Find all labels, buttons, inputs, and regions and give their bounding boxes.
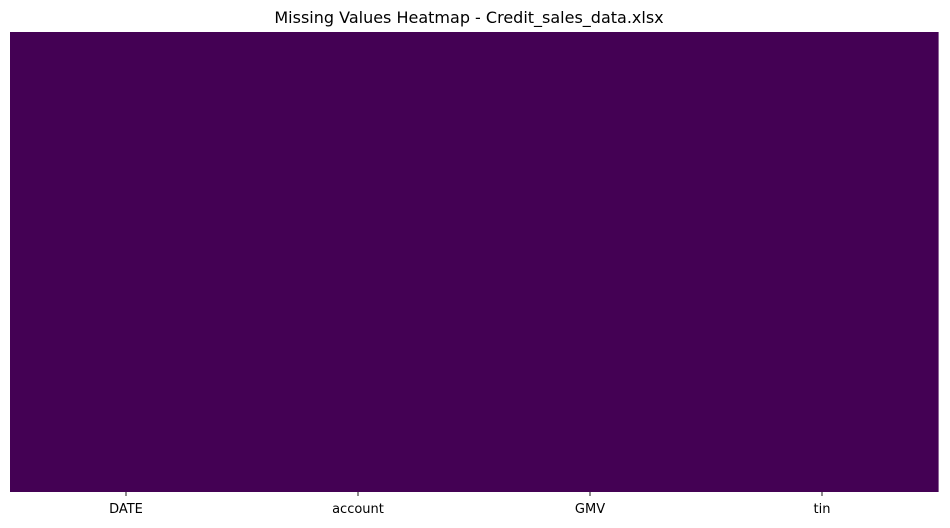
x-tick-label-account: account: [332, 502, 384, 517]
heatmap-column-tin: [706, 32, 939, 492]
heatmap-column-date: [10, 32, 243, 492]
heatmap-cells: [10, 32, 939, 492]
x-tick-label-tin: tin: [814, 502, 831, 517]
x-axis-tick-labels: DATE account GMV tin: [109, 502, 830, 517]
x-tick-label-date: DATE: [109, 502, 143, 517]
x-axis-ticks: [125, 492, 823, 496]
heatmap-column-account: [242, 32, 475, 492]
x-tick-label-gmv: GMV: [575, 502, 605, 517]
heatmap-column-gmv: [474, 32, 707, 492]
chart-title: Missing Values Heatmap - Credit_sales_da…: [274, 8, 663, 28]
